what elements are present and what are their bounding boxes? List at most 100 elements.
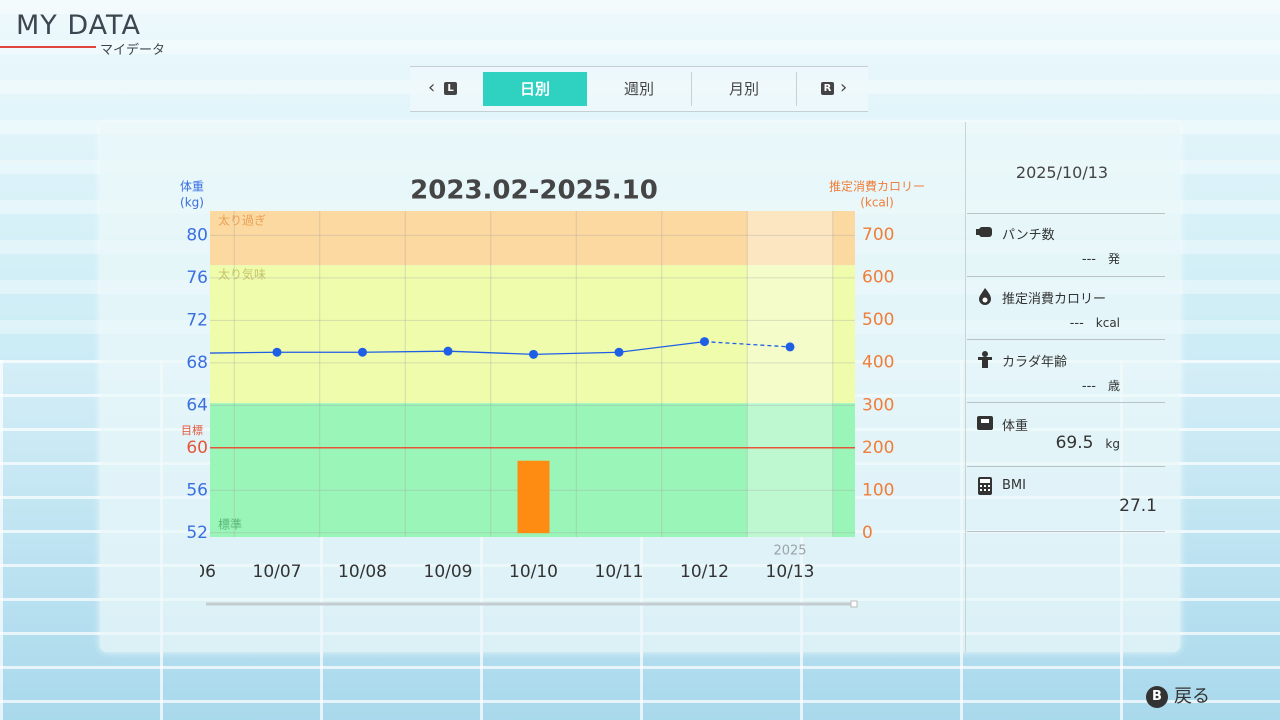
stat-value: --- kcal <box>970 312 1120 331</box>
line-segment <box>210 351 278 354</box>
chart-title: 2023.02-2025.10 <box>410 176 658 206</box>
stat-icon <box>977 415 993 430</box>
selected-column <box>747 211 833 537</box>
y2-tick-label: 100 <box>862 481 894 501</box>
zone-label: 太り気味 <box>218 267 266 282</box>
y-tick-label: 52 <box>186 523 208 543</box>
y-tick-label: 72 <box>186 310 208 330</box>
right-button[interactable]: R <box>821 82 834 95</box>
y2-tick-label: 700 <box>862 225 894 245</box>
left-button[interactable]: L <box>444 82 457 95</box>
x-tick-label: 10/06 <box>167 562 216 582</box>
stat-number: 27.1 <box>1119 496 1157 516</box>
x-tick-label: 10/12 <box>680 562 729 582</box>
point <box>700 337 709 347</box>
y-axis-label: 体重 <box>180 180 204 194</box>
separator <box>967 531 1165 532</box>
point <box>614 347 624 357</box>
goal-label: 目標 <box>181 423 203 437</box>
y-tick-label: 56 <box>186 480 208 500</box>
prev-arrow[interactable]: ‹ <box>428 77 436 98</box>
back-label: 戻る <box>1174 686 1210 707</box>
line-segment <box>704 340 791 348</box>
y-tick-label: 68 <box>186 353 208 373</box>
tab[interactable]: 月別 <box>728 80 759 98</box>
bar <box>517 460 550 534</box>
stat-number: --- <box>1081 379 1096 394</box>
stat-icon <box>978 477 992 495</box>
point <box>443 346 453 356</box>
separator <box>967 213 1165 214</box>
stat-unit: 歳 <box>1107 379 1120 393</box>
y2-tick-label: 0 <box>862 523 873 543</box>
stat-number: 69.5 <box>1055 432 1094 453</box>
scroll-thumb[interactable] <box>850 600 858 608</box>
line-segment <box>447 350 534 356</box>
tab[interactable]: 週別 <box>623 80 654 98</box>
stat-value: --- 発 <box>970 248 1120 267</box>
x-axis-labels: 10/06 10/07 10/08 10/09 10/10 10/11 10/12 10/13 <box>167 562 815 582</box>
x-tick-label: 10/10 <box>509 562 558 582</box>
b-button: B <box>1146 686 1168 708</box>
page-subtitle: マイデータ <box>100 43 166 58</box>
tab-separator <box>691 72 692 106</box>
x-tick-label: 10/11 <box>595 562 644 582</box>
year-label: 2025 <box>773 544 806 559</box>
stat-unit: 発 <box>1107 252 1120 266</box>
stat-value: --- 歳 <box>970 375 1120 394</box>
stat-label: カラダ年齢 <box>1002 355 1068 370</box>
stat-icon <box>978 351 992 368</box>
y-tick-label: 76 <box>186 268 208 288</box>
separator <box>967 276 1165 277</box>
point <box>785 342 795 352</box>
title-underline <box>0 46 96 48</box>
next-arrow[interactable]: › <box>840 77 848 98</box>
x-tick-label: 10/07 <box>253 562 302 582</box>
panel-divider <box>965 122 966 652</box>
y-tick-label: 64 <box>186 395 208 415</box>
zone <box>210 265 855 404</box>
zone-label: 太り過ぎ <box>218 213 266 228</box>
y2-tick-label: 200 <box>862 438 894 458</box>
stat-icon <box>976 227 992 237</box>
zone <box>210 211 855 266</box>
back-button[interactable]: B 戻る <box>1146 682 1210 708</box>
stat-label: 推定消費カロリー <box>1002 291 1107 307</box>
stat-number: --- <box>1081 252 1096 267</box>
separator <box>967 466 1165 467</box>
selected-date: 2025/10/13 <box>1015 163 1109 182</box>
stat-label: 体重 <box>1002 418 1029 434</box>
x-tick-label: 10/08 <box>338 562 387 582</box>
tab-bar: ‹ L 日別 週別 月別 R › <box>410 66 868 112</box>
stat-label: BMI <box>1002 478 1026 493</box>
y2-tick-label: 300 <box>862 395 894 415</box>
zone-label: 標準 <box>218 517 242 532</box>
stat-value: 69.5 kg <box>970 433 1120 453</box>
stat-label: パンチ数 <box>1002 228 1055 243</box>
tab-separator <box>796 72 797 106</box>
y2-axis-label: 推定消費カロリー <box>829 179 925 194</box>
page-title: MY DATA <box>16 10 141 41</box>
stat-number: --- <box>1069 315 1084 331</box>
separator <box>967 339 1165 340</box>
y-axis-unit: (kg) <box>180 196 204 210</box>
y2-tick-label: 400 <box>862 353 894 373</box>
tab[interactable]: 日別 <box>483 72 587 106</box>
y-tick-label: 80 <box>186 225 208 245</box>
y2-tick-label: 500 <box>862 310 894 330</box>
stat-unit: kcal <box>1095 315 1120 330</box>
point <box>272 347 282 357</box>
y2-axis-unit: (kcal) <box>860 196 894 210</box>
x-tick-label: 10/09 <box>424 562 473 582</box>
y2-tick-label: 600 <box>862 267 894 287</box>
stat-icon <box>979 287 991 305</box>
line-segment <box>533 351 620 356</box>
stat-unit: kg <box>1105 436 1120 451</box>
point <box>529 349 538 359</box>
y-tick-label: 60 <box>186 438 208 458</box>
separator <box>967 402 1165 403</box>
stat-value: 27.1 <box>1007 496 1157 516</box>
